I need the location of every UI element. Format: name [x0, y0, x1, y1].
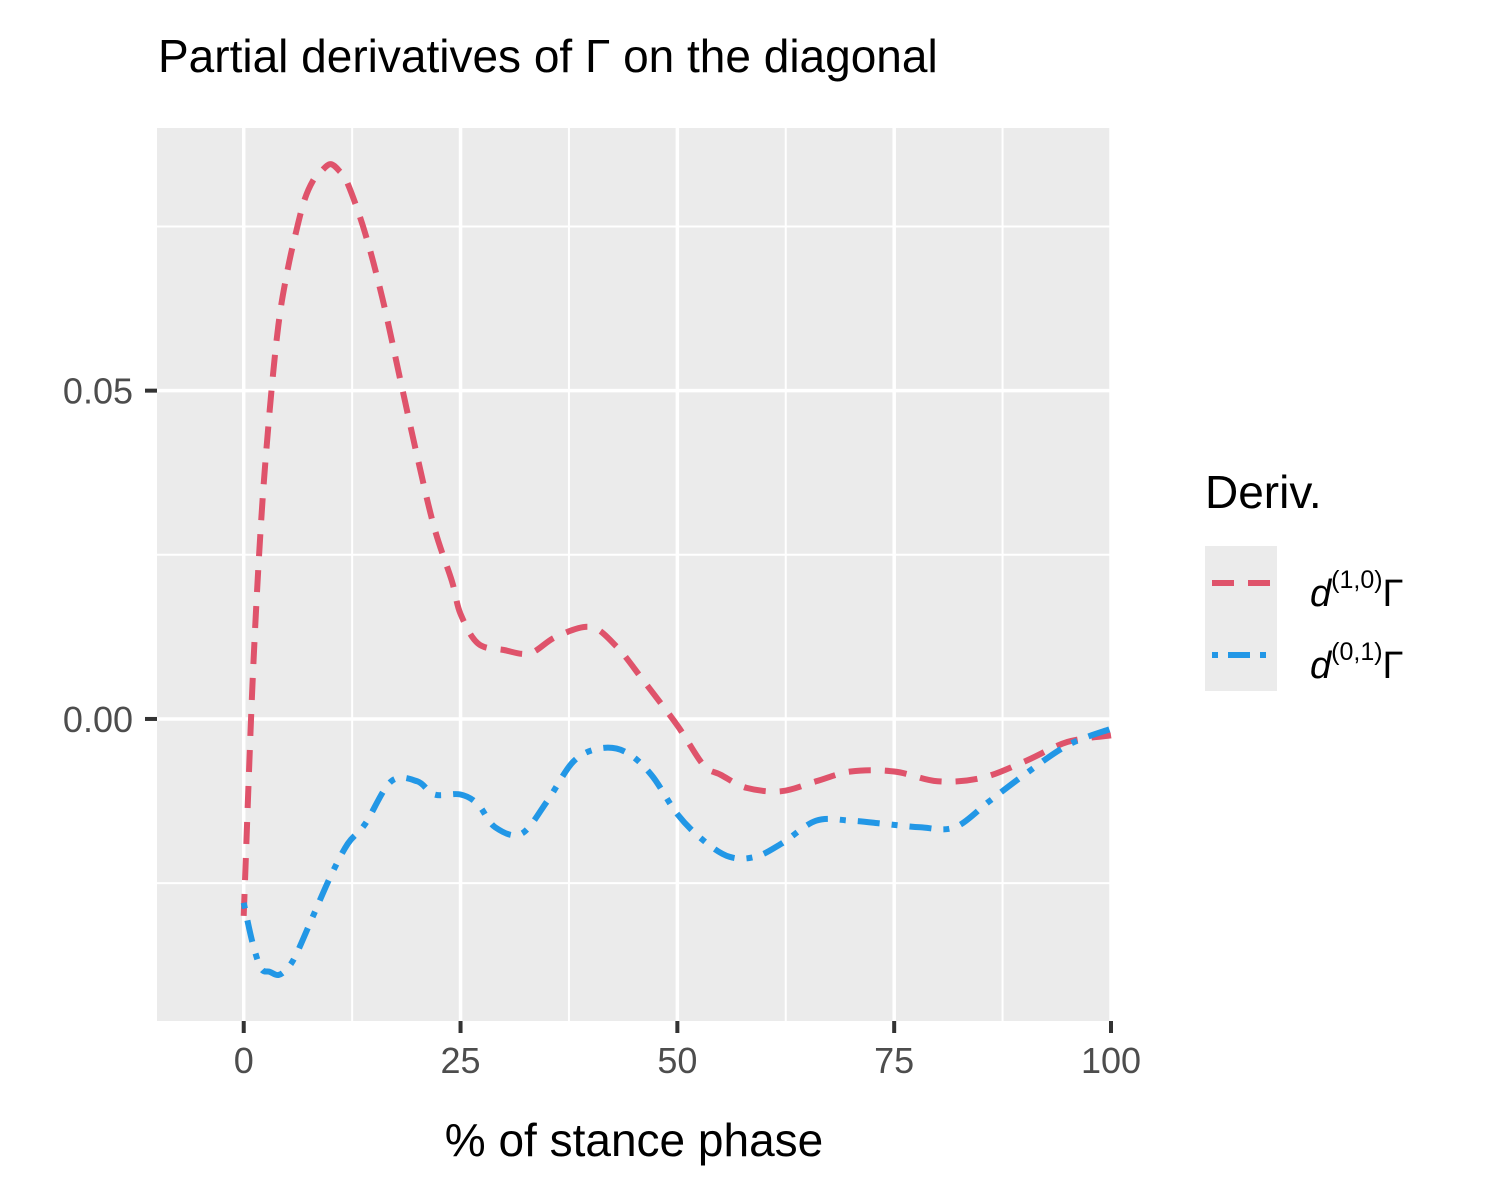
x-tick-label: 100	[1081, 1040, 1141, 1081]
chart-title: Partial derivatives of Γ on the diagonal	[158, 30, 938, 82]
x-tick-label: 25	[441, 1040, 481, 1081]
x-axis-title: % of stance phase	[445, 1114, 823, 1166]
y-tick-label: 0.00	[63, 699, 133, 740]
legend-items: d(1,0)Γ d(0,1)Γ	[1212, 566, 1403, 687]
y-tick-label: 0.05	[63, 371, 133, 412]
series-layer	[240, 161, 1113, 979]
series-line-1	[240, 161, 1112, 917]
legend-title: Deriv.	[1205, 466, 1322, 518]
legend-key-background	[1205, 546, 1277, 691]
axes-layer: 0 25 50 75 100 0.00 0.05	[63, 371, 1141, 1081]
plot-panel	[157, 128, 1111, 1021]
x-tick-label: 0	[234, 1040, 254, 1081]
legend: Deriv. d(1,0)Γ d(0,1)Γ	[1205, 466, 1403, 691]
x-tick-label: 75	[874, 1040, 914, 1081]
x-tick-label: 50	[657, 1040, 697, 1081]
legend-label-2: d(0,1)Γ	[1310, 638, 1403, 687]
grid-layer	[157, 128, 1113, 1021]
legend-label-1: d(1,0)Γ	[1310, 566, 1403, 615]
